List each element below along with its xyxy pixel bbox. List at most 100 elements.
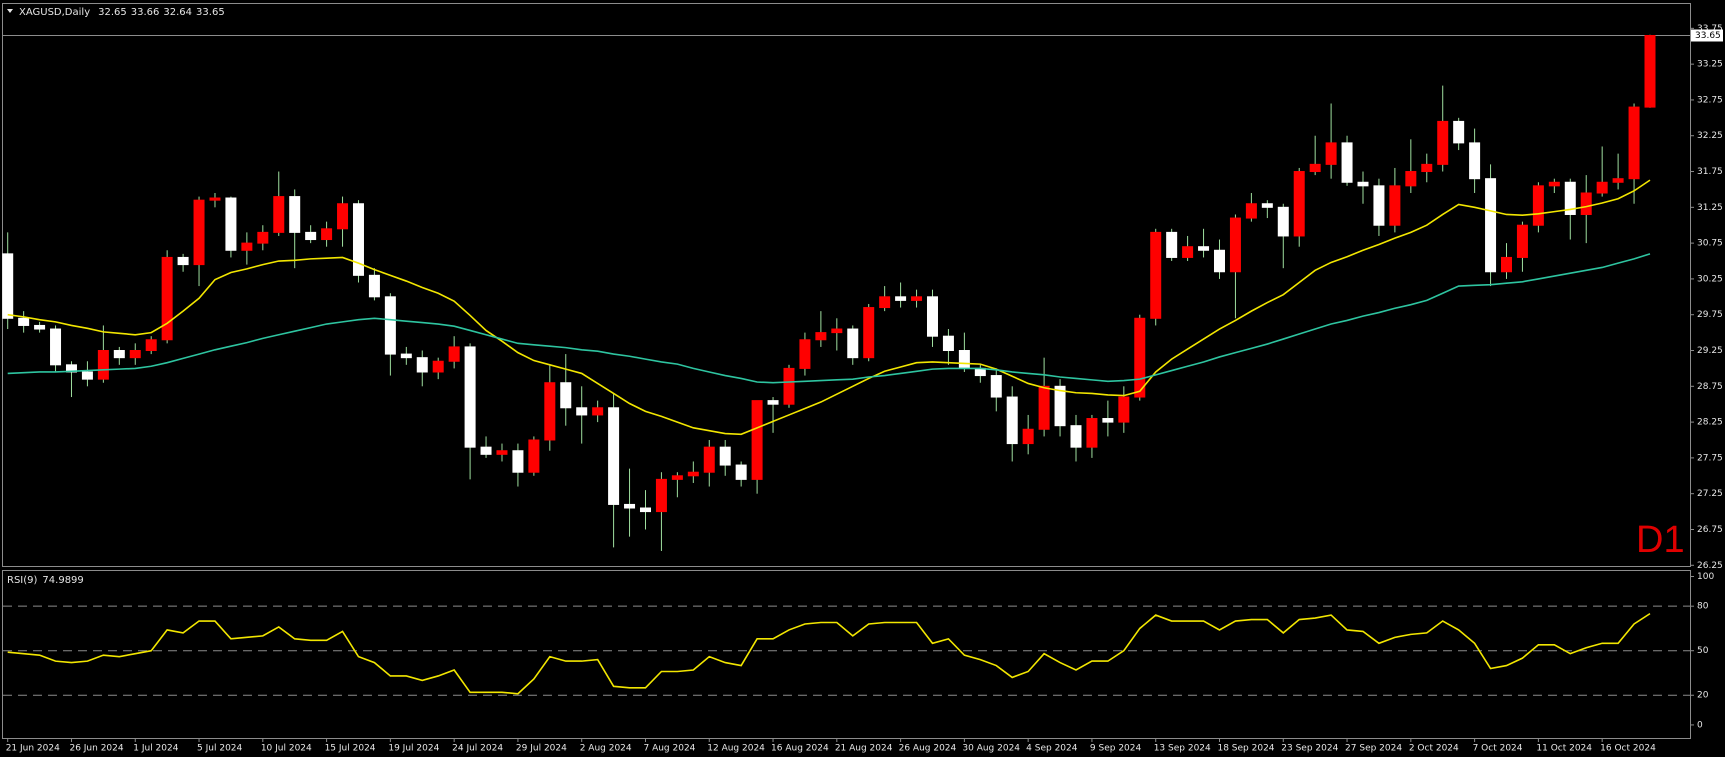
x-tick-label: 16 Oct 2024 [1600,744,1656,754]
y-tick-label: 30.25 [1697,274,1723,284]
x-tick-label: 18 Sep 2024 [1217,744,1274,754]
candle-body [1453,120,1465,144]
candle-body [719,446,731,466]
candle-body [1245,203,1257,219]
candle-body [1309,163,1321,173]
x-tick-label: 9 Sep 2024 [1090,744,1142,754]
y-tick-label: 32.25 [1697,131,1723,141]
menu-triangle[interactable] [7,9,13,13]
x-tick-label: 15 Jul 2024 [325,744,376,754]
candle-body [1389,185,1401,226]
candle-body [608,407,620,505]
candle-body [1070,425,1082,448]
y-tick-label: 32.75 [1697,95,1723,105]
candle-body [81,371,93,380]
candle-body [305,231,317,241]
x-tick-label: 4 Sep 2024 [1026,744,1078,754]
x-tick-label: 26 Jun 2024 [69,744,123,754]
candle-body [639,507,651,513]
candle-body [161,256,173,341]
candle-body [1022,428,1034,445]
candle-body [384,296,396,355]
x-tick-label: 16 Aug 2024 [771,744,829,754]
x-tick-label: 11 Oct 2024 [1536,744,1592,754]
y-tick-label: 26.25 [1697,561,1723,571]
candle-body [1548,181,1560,187]
candle-body [241,242,253,251]
y-tick-label: 29.25 [1697,346,1723,356]
rsi-pane [2,570,1691,739]
candle-body [1213,249,1225,273]
candle-body [1038,385,1050,430]
candle-body [400,353,412,359]
x-tick-label: 2 Oct 2024 [1409,744,1459,754]
x-tick-label: 27 Sep 2024 [1345,744,1402,754]
candle-body [273,196,285,233]
candle-body [879,296,891,309]
candle-body [799,339,811,369]
candle-body [815,332,827,341]
candle-body [193,199,205,266]
candle-body [847,328,859,359]
candle-body [50,328,62,366]
candle-body [177,256,189,266]
x-tick-label: 5 Jul 2024 [197,744,242,754]
x-tick-label: 29 Jul 2024 [516,744,567,754]
y-tick-label: 33.75 [1697,24,1723,34]
candle-body [958,350,970,369]
candle-body [863,307,875,359]
rsi-tick-label: 100 [1697,572,1714,582]
candle-body [1166,231,1178,258]
x-tick-label: 19 Jul 2024 [388,744,439,754]
close-value: 33.65 [196,7,225,18]
candle-body [34,324,46,330]
x-tick-label: 1 Jul 2024 [133,744,178,754]
y-tick-label: 31.75 [1697,167,1723,177]
y-tick-label: 30.75 [1697,239,1723,249]
candle-body [113,350,125,359]
x-tick-label: 7 Oct 2024 [1473,744,1523,754]
open-value: 32.65 [98,7,127,18]
candle-body [990,375,1002,398]
y-tick-label: 27.75 [1697,453,1723,463]
candle-body [1421,163,1433,173]
symbol-title: XAGUSD,Daily [19,7,90,18]
candle-body [321,228,333,241]
candle-body [767,400,779,405]
candle-body [1532,185,1544,226]
rsi-header: RSI(9) 74.9899 [7,575,84,586]
candle-body [480,446,492,455]
y-tick-label: 33.25 [1697,60,1723,70]
candle-body [895,296,907,301]
candle-body [1150,231,1162,319]
rsi-title: RSI(9) [7,575,38,586]
x-tick-label: 30 Aug 2024 [962,744,1020,754]
candle-body [1293,171,1305,237]
low-value: 32.64 [163,7,192,18]
x-tick-label: 21 Aug 2024 [835,744,893,754]
candle-body [1437,120,1449,165]
candle-body [209,197,221,201]
x-tick-label: 23 Sep 2024 [1281,744,1338,754]
rsi-value: 74.9899 [42,575,83,586]
candle-body [592,407,604,416]
current-price-label: 33.65 [1695,31,1721,41]
candle-body [1198,246,1210,251]
y-tick-label: 28.25 [1697,418,1723,428]
candle-body [703,446,715,473]
y-tick-label: 29.75 [1697,310,1723,320]
candle-body [528,439,540,473]
y-tick-label: 26.75 [1697,525,1723,535]
candle-body [1118,396,1130,423]
y-tick-label: 31.25 [1697,203,1723,213]
candle-body [337,203,349,230]
candle-body [2,253,14,319]
candle-body [1564,181,1576,215]
candle-body [1357,181,1369,187]
x-tick-label: 12 Aug 2024 [707,744,765,754]
candle-body [1261,203,1273,208]
candle-body [225,197,237,251]
candle-body [368,274,380,298]
candle-body [687,471,699,477]
